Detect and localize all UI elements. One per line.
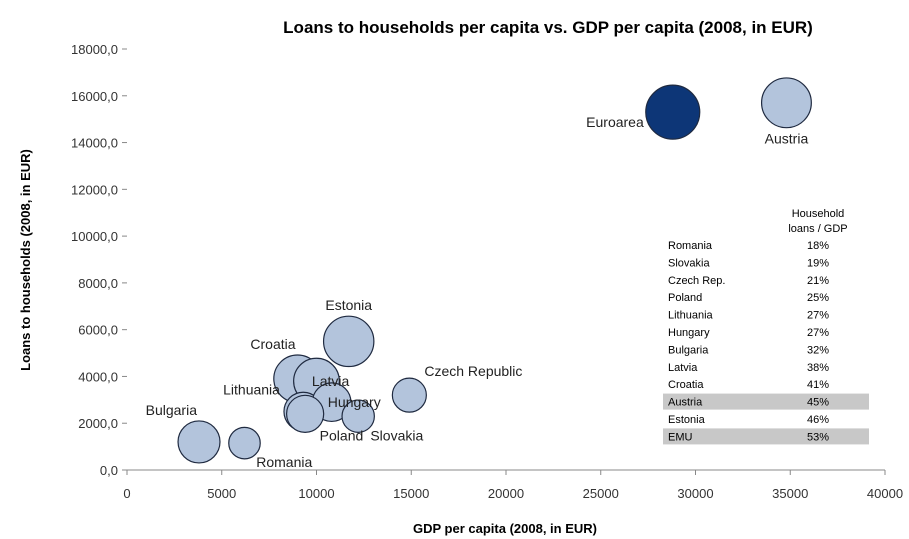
x-axis-ticks: 0 5000 10000 15000 20000 25000 30000 35000 40000 xyxy=(123,470,903,501)
bubble-label-poland: Poland xyxy=(320,427,364,443)
bubble-label-croatia: Croatia xyxy=(250,336,295,352)
bubble-estonia xyxy=(322,315,375,368)
y-axis-title: Loans to households (2008, in EUR) xyxy=(18,149,33,371)
table-row-highlight xyxy=(663,393,869,410)
bubble-poland xyxy=(285,394,325,434)
bubble-slovakia xyxy=(341,399,375,433)
table-country: Austria xyxy=(668,397,703,409)
table-country: Poland xyxy=(668,292,702,304)
table-value: 53% xyxy=(807,431,829,443)
bubble-label-euroarea: Euroarea xyxy=(586,114,644,130)
x-tick-label: 10000 xyxy=(298,486,334,501)
table-value: 18% xyxy=(807,240,829,252)
y-tick-label: 0,0 xyxy=(100,463,118,478)
bubble-label-hungary: Hungary xyxy=(328,394,381,410)
table-value: 27% xyxy=(807,327,829,339)
y-tick-label: 12000,0 xyxy=(71,182,118,197)
bubble-austria xyxy=(760,77,812,129)
ratio-table: Household loans / GDP Romania 18% Slovakia… xyxy=(663,208,869,445)
x-tick-label: 15000 xyxy=(393,486,429,501)
x-tick-label: 0 xyxy=(123,486,130,501)
y-tick-label: 8000,0 xyxy=(78,276,118,291)
table-header-line-1: Household xyxy=(792,208,845,220)
y-tick-label: 10000,0 xyxy=(71,229,118,244)
x-tick-label: 5000 xyxy=(207,486,236,501)
y-tick-label: 4000,0 xyxy=(78,369,118,384)
table-row-highlight xyxy=(663,428,869,445)
table-value: 19% xyxy=(807,257,829,269)
y-tick-label: 6000,0 xyxy=(78,323,118,338)
chart-title: Loans to households per capita vs. GDP p… xyxy=(283,18,813,37)
table-country: Czech Rep. xyxy=(668,275,725,287)
bubbles: Bulgaria Romania Lithuania Croatia Latvia Hun… xyxy=(146,77,812,470)
table-value: 46% xyxy=(807,414,829,426)
table-country: Bulgaria xyxy=(668,344,709,356)
x-tick-label: 25000 xyxy=(583,486,619,501)
table-country: Estonia xyxy=(668,414,706,426)
table-value: 41% xyxy=(807,379,829,391)
x-tick-label: 35000 xyxy=(772,486,808,501)
bubble-label-lithuania: Lithuania xyxy=(223,381,280,397)
x-tick-label: 40000 xyxy=(867,486,903,501)
table-value: 32% xyxy=(807,344,829,356)
y-tick-label: 16000,0 xyxy=(71,89,118,104)
table-country: EMU xyxy=(668,431,693,443)
table-country: Latvia xyxy=(668,362,698,374)
table-value: 27% xyxy=(807,310,829,322)
y-axis-ticks: 0,0 2000,0 4000,0 6000,0 8000,0 10000,0 12000,… xyxy=(71,42,127,478)
bubble-label-austria: Austria xyxy=(765,131,809,147)
table-value: 45% xyxy=(807,397,829,409)
bubble-label-bulgaria: Bulgaria xyxy=(146,402,198,418)
bubble-czech-republic xyxy=(391,377,427,413)
table-country: Romania xyxy=(668,240,713,252)
bubble-label-slovakia: Slovakia xyxy=(370,427,423,443)
y-tick-label: 18000,0 xyxy=(71,42,118,57)
table-value: 21% xyxy=(807,275,829,287)
y-tick-label: 14000,0 xyxy=(71,136,118,151)
x-tick-label: 30000 xyxy=(677,486,713,501)
bubble-bulgaria xyxy=(177,420,221,464)
table-country: Slovakia xyxy=(668,257,710,269)
table-country: Lithuania xyxy=(668,310,714,322)
y-tick-label: 2000,0 xyxy=(78,416,118,431)
bubble-label-latvia: Latvia xyxy=(312,373,350,389)
table-value: 38% xyxy=(807,362,829,374)
table-value: 25% xyxy=(807,292,829,304)
bubble-label-estonia: Estonia xyxy=(325,297,372,313)
x-tick-label: 20000 xyxy=(488,486,524,501)
bubble-euroarea xyxy=(645,84,701,140)
bubble-label-czech-republic: Czech Republic xyxy=(424,363,522,379)
table-country: Croatia xyxy=(668,379,704,391)
table-country: Hungary xyxy=(668,327,710,339)
bubble-romania xyxy=(228,426,261,460)
table-header-line-2: loans / GDP xyxy=(788,223,847,235)
x-axis-title: GDP per capita (2008, in EUR) xyxy=(413,521,597,536)
bubble-label-romania: Romania xyxy=(256,454,312,470)
